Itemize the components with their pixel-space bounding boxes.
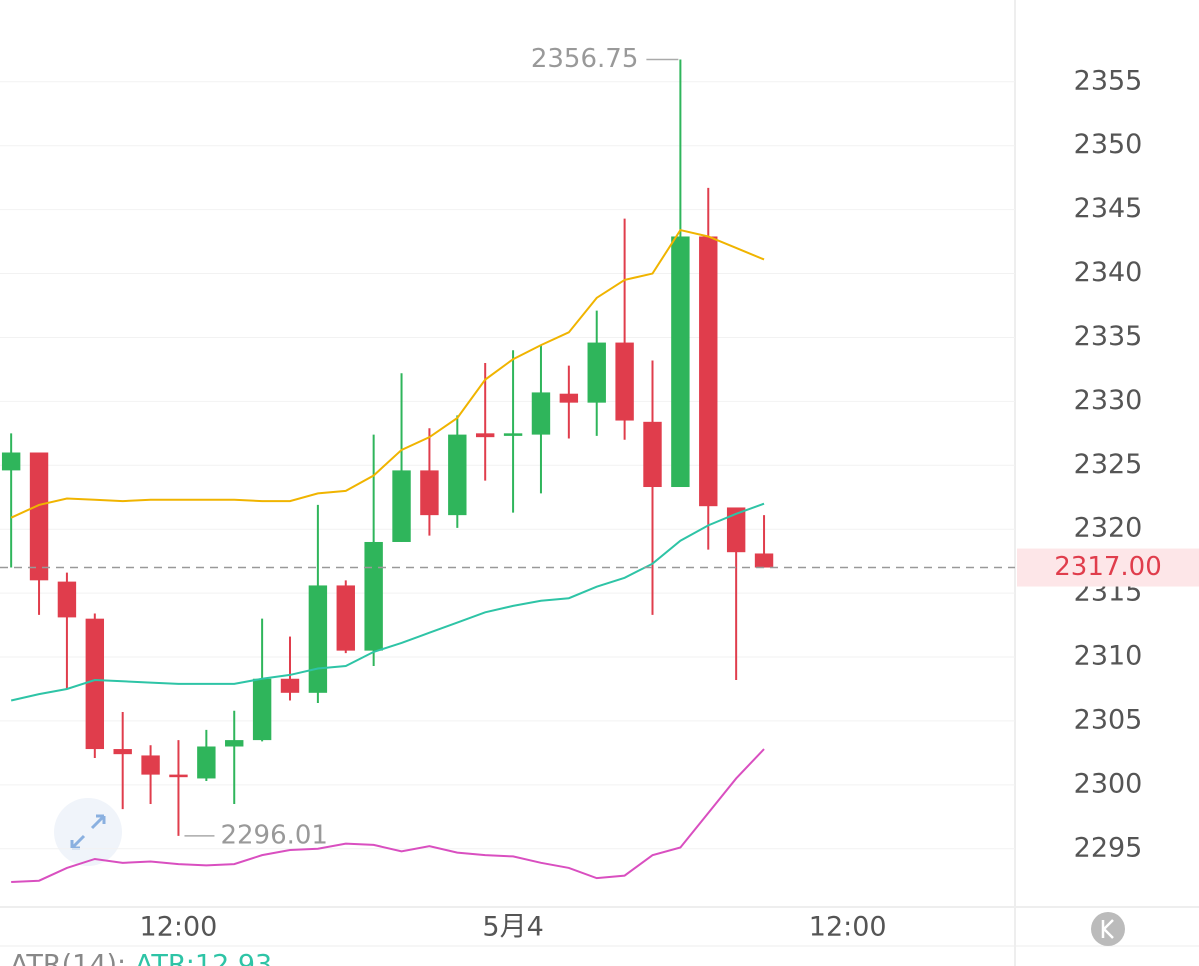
expand-button[interactable] xyxy=(54,798,122,866)
candle-body xyxy=(85,618,105,750)
indicator-line xyxy=(10,502,765,702)
x-tick-label: 12:00 xyxy=(140,912,218,943)
candle-body xyxy=(336,585,355,651)
candle-body xyxy=(726,507,746,553)
candle-body xyxy=(113,749,132,755)
candle-body xyxy=(531,392,551,435)
candle-body xyxy=(225,740,244,747)
candle-body xyxy=(280,678,300,693)
candle-body xyxy=(754,553,774,568)
candle-body xyxy=(1,452,21,471)
y-tick-label: 2325 xyxy=(1074,449,1143,480)
expand-icon xyxy=(70,814,106,850)
k-button[interactable] xyxy=(1091,912,1125,946)
y-tick-label: 2300 xyxy=(1074,768,1143,799)
candle-body xyxy=(29,452,49,581)
candle-body xyxy=(587,342,606,403)
candle-body xyxy=(364,541,383,651)
candle-body xyxy=(559,393,579,403)
y-tick-label: 2295 xyxy=(1074,832,1143,863)
candle-body xyxy=(503,433,523,436)
indicator-value: ATR:12.93 xyxy=(135,950,272,966)
k-bg xyxy=(1091,912,1125,946)
y-tick-label: 2350 xyxy=(1074,129,1143,160)
candle-body xyxy=(252,678,272,741)
x-tick-label: 5月4 xyxy=(482,912,543,943)
y-tick-label: 2310 xyxy=(1074,641,1143,672)
candle-body xyxy=(448,434,467,516)
candle-body xyxy=(308,585,328,693)
y-tick-label: 2320 xyxy=(1074,513,1143,544)
last-price-label: 2317.00 xyxy=(1054,552,1162,582)
y-tick-label: 2340 xyxy=(1074,257,1143,288)
low-label: 2296.01 xyxy=(220,820,328,850)
last-price-tag xyxy=(1017,548,1199,587)
y-tick-label: 2355 xyxy=(1074,65,1143,96)
candle-body xyxy=(169,774,188,778)
candle-body xyxy=(57,581,77,618)
y-tick-label: 2345 xyxy=(1074,193,1143,224)
indicator-name: ATR(14): xyxy=(10,950,126,966)
candle-body xyxy=(392,470,411,542)
expand-bg xyxy=(54,798,122,866)
indicator-line xyxy=(10,228,765,519)
candle-body xyxy=(615,342,634,421)
x-tick-label: 12:00 xyxy=(809,912,887,943)
high-label: 2356.75 xyxy=(531,44,639,74)
candle-body xyxy=(475,433,495,438)
y-tick-label: 2335 xyxy=(1074,321,1143,352)
candle-body xyxy=(197,746,216,779)
y-tick-label: 2330 xyxy=(1074,385,1143,416)
candle-body xyxy=(671,236,690,488)
indicator-line xyxy=(11,748,765,883)
candle-body xyxy=(420,470,439,516)
candle-body xyxy=(643,421,662,488)
y-tick-label: 2305 xyxy=(1074,704,1143,735)
candle-body xyxy=(141,755,160,775)
k-icon xyxy=(1101,919,1114,939)
candle-body xyxy=(699,236,718,507)
